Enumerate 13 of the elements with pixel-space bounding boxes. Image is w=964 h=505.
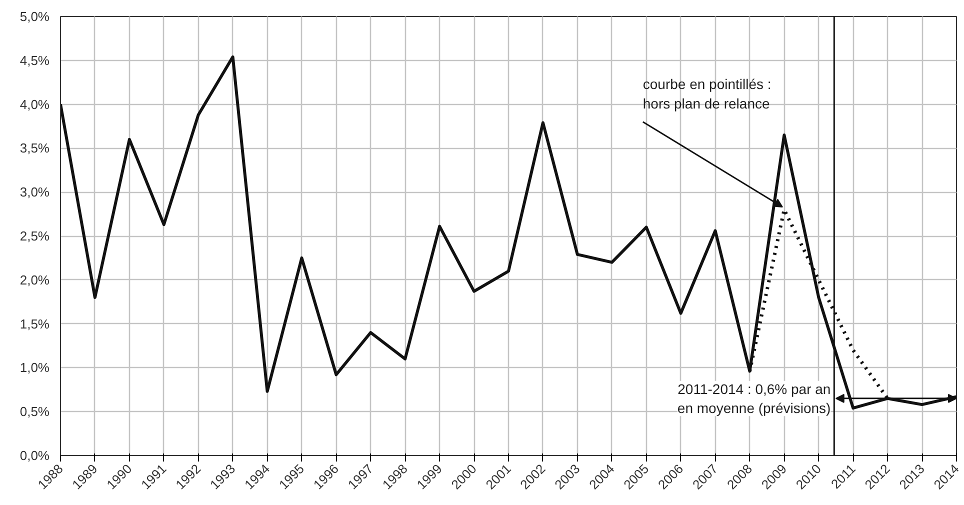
y-tick-label: 1,5% — [20, 316, 50, 332]
y-tick-label: 3,5% — [20, 140, 50, 156]
y-tick-label: 5,0% — [20, 9, 50, 24]
y-tick-label: 0,0% — [20, 448, 50, 463]
y-tick-label: 1,0% — [20, 360, 50, 376]
y-tick-label: 2,5% — [20, 228, 50, 244]
annotation: courbe en pointillés : hors plan de relance — [642, 76, 772, 112]
y-tick-label: 2,0% — [20, 272, 50, 288]
y-tick-label: 4,5% — [20, 52, 50, 68]
y-tick-label: 0,5% — [20, 404, 50, 420]
annotation: 2011-2014 : 0,6% par an en moyenne (prévisions) — [677, 380, 831, 416]
y-tick-label: 4,0% — [20, 96, 50, 112]
y-tick-label: 3,0% — [20, 184, 50, 200]
